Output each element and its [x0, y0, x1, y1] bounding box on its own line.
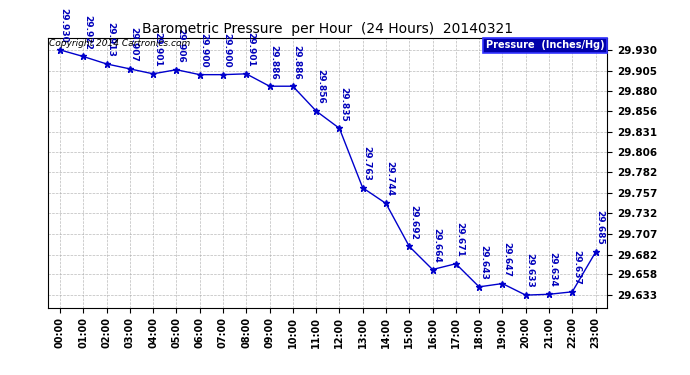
Text: 29.930: 29.930 — [59, 8, 68, 43]
Text: 29.634: 29.634 — [549, 252, 558, 287]
Text: 29.763: 29.763 — [362, 146, 371, 181]
Text: 29.633: 29.633 — [525, 254, 534, 288]
Text: 29.835: 29.835 — [339, 87, 348, 122]
Text: 29.744: 29.744 — [386, 161, 395, 196]
Text: 29.907: 29.907 — [130, 27, 139, 62]
Text: 29.886: 29.886 — [269, 45, 278, 79]
Text: 29.671: 29.671 — [455, 222, 464, 257]
Text: 29.886: 29.886 — [293, 45, 302, 79]
Text: 29.906: 29.906 — [176, 28, 185, 63]
Text: Pressure  (Inches/Hg): Pressure (Inches/Hg) — [486, 40, 604, 50]
Text: 29.856: 29.856 — [316, 69, 325, 104]
Text: 29.685: 29.685 — [595, 210, 604, 245]
Text: 29.922: 29.922 — [83, 15, 92, 50]
Text: 29.900: 29.900 — [223, 33, 232, 68]
Text: 29.637: 29.637 — [572, 250, 581, 285]
Text: 29.900: 29.900 — [199, 33, 208, 68]
Text: 29.692: 29.692 — [409, 205, 418, 240]
Text: 29.664: 29.664 — [432, 228, 441, 262]
Title: Barometric Pressure  per Hour  (24 Hours)  20140321: Barometric Pressure per Hour (24 Hours) … — [142, 22, 513, 36]
Text: 29.901: 29.901 — [246, 32, 255, 67]
Text: 29.913: 29.913 — [106, 22, 115, 57]
Text: 29.647: 29.647 — [502, 242, 511, 277]
Text: Copyright 2014 Cartronics.com: Copyright 2014 Cartronics.com — [50, 39, 190, 48]
Text: 29.901: 29.901 — [152, 32, 161, 67]
Text: 29.643: 29.643 — [479, 245, 488, 280]
